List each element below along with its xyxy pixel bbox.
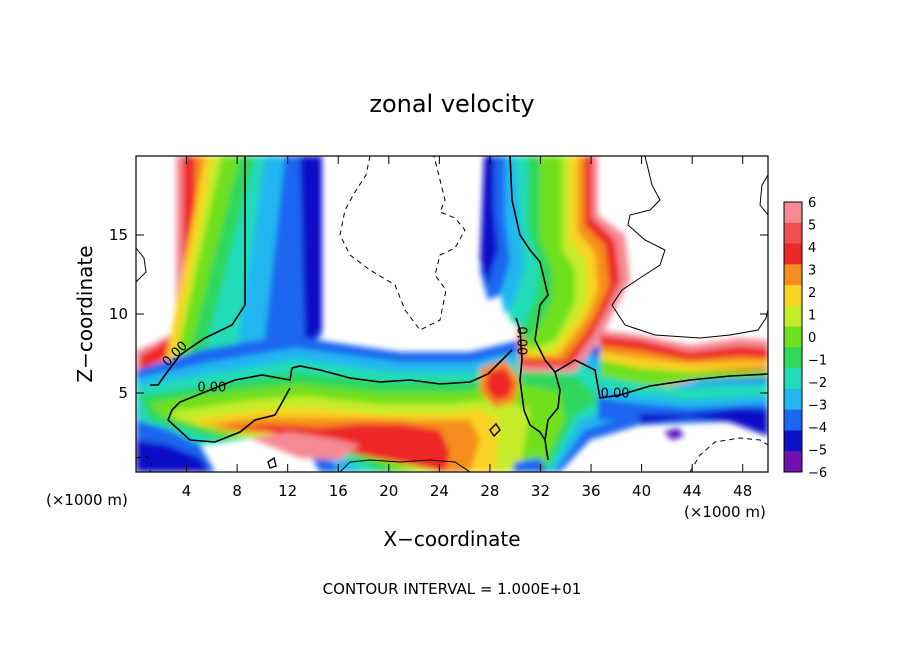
x-tick-label: 44 [683, 482, 702, 500]
colorbar-tick-label: −3 [808, 399, 827, 414]
x-tick-label: 36 [581, 482, 600, 500]
field-band-pink [250, 432, 360, 460]
x-tick-label: 32 [531, 482, 550, 500]
colorbar-tick-label: −1 [808, 354, 827, 369]
colorbar-swatch [784, 222, 802, 245]
x-tick-label: 24 [430, 482, 449, 500]
field-right-green [600, 360, 768, 392]
field-blob-purple [666, 430, 680, 438]
colorbar-tick-label: 6 [808, 196, 816, 211]
contour-label: 0.00 [601, 387, 630, 402]
y-tick-label: 10 [109, 305, 128, 323]
field-warmspot-red [486, 368, 514, 400]
x-tick-label: 40 [632, 482, 651, 500]
negative-contour-upper [339, 156, 466, 331]
positive-contour-left-edge [136, 247, 147, 283]
colorbar-swatch [784, 243, 802, 265]
field-band-red [210, 424, 450, 472]
zero-contour-bottom-spot-2 [267, 456, 277, 469]
colorbar-tick-label: −6 [808, 466, 827, 481]
y-tick-label: 15 [109, 226, 128, 244]
field-blob-bottom-blue [512, 458, 548, 472]
y-axis-label: Z−coordinate [73, 245, 97, 382]
contour-label: 0.00 [197, 380, 226, 395]
field-mid-navy [480, 156, 498, 285]
colorbar-tick-label: 1 [808, 309, 816, 324]
x-tick-label: 16 [329, 482, 348, 500]
zero-contour-right-branch [554, 359, 768, 399]
x-axis-ticks: 4 8 12 16 20 24 28 32 36 40 44 48 [182, 156, 752, 500]
positive-contour-bottom [339, 459, 471, 472]
y-axis-ticks: 5 10 15 [109, 226, 768, 402]
contour-label: 0.00 [514, 326, 529, 355]
contour-lines [136, 156, 768, 472]
colorbar-swatch [784, 326, 802, 348]
positive-contour-upper-right [611, 156, 768, 339]
colorbar-swatch [784, 409, 802, 431]
chart-title: zonal velocity [369, 90, 534, 118]
velocity-field [136, 156, 768, 472]
x-tick-label: 8 [232, 482, 242, 500]
colorbar-tick-label: −2 [808, 376, 827, 391]
x-tick-label: 4 [182, 482, 192, 500]
colorbar-tick-label: 0 [808, 331, 816, 346]
x-unit-right: (×1000 m) [684, 503, 766, 521]
colorbar-swatch [784, 388, 802, 411]
colorbar-tick-label: 3 [808, 264, 816, 279]
y-tick-label: 5 [118, 384, 128, 402]
zero-contour-lower [167, 349, 513, 421]
colorbar-swatch [784, 285, 802, 307]
positive-contour-right-edge [759, 174, 768, 216]
colorbar-swatch [784, 305, 802, 328]
field-leftbottom-navy [136, 440, 210, 472]
colorbar: 6 5 4 3 2 1 0 −1 −2 −3 −4 −5 −6 [783, 196, 827, 481]
colorbar-swatch [784, 368, 802, 390]
colorbar-swatch [784, 430, 802, 452]
zero-contour-left-column [150, 156, 246, 386]
zero-contour-bottom-spot [489, 422, 501, 438]
x-axis-label: X−coordinate [383, 527, 520, 551]
colorbar-swatch [784, 202, 802, 224]
field-left-navy [300, 156, 322, 350]
colorbar-swatch [784, 451, 802, 473]
x-unit-left: (×1000 m) [46, 491, 128, 509]
x-tick-label: 12 [278, 482, 297, 500]
colorbar-tick-label: −4 [808, 421, 827, 436]
colorbar-tick-label: −5 [808, 444, 827, 459]
colorbar-tick-label: 5 [808, 219, 816, 234]
x-tick-label: 28 [480, 482, 499, 500]
field-right-navy [640, 408, 768, 436]
contour-interval-note: CONTOUR INTERVAL = 1.000E+01 [323, 580, 582, 598]
zero-contour-lower-back [167, 387, 291, 443]
colorbar-tick-label: 2 [808, 286, 816, 301]
x-tick-label: 20 [379, 482, 398, 500]
x-tick-label: 48 [733, 482, 752, 500]
zero-contour-mid-loop [515, 317, 546, 441]
colorbar-tick-label: 4 [808, 241, 816, 256]
colorbar-swatch [784, 264, 802, 286]
colorbar-frame [783, 201, 803, 473]
zero-contour-mid-column [509, 156, 561, 461]
colorbar-swatch [784, 347, 802, 369]
